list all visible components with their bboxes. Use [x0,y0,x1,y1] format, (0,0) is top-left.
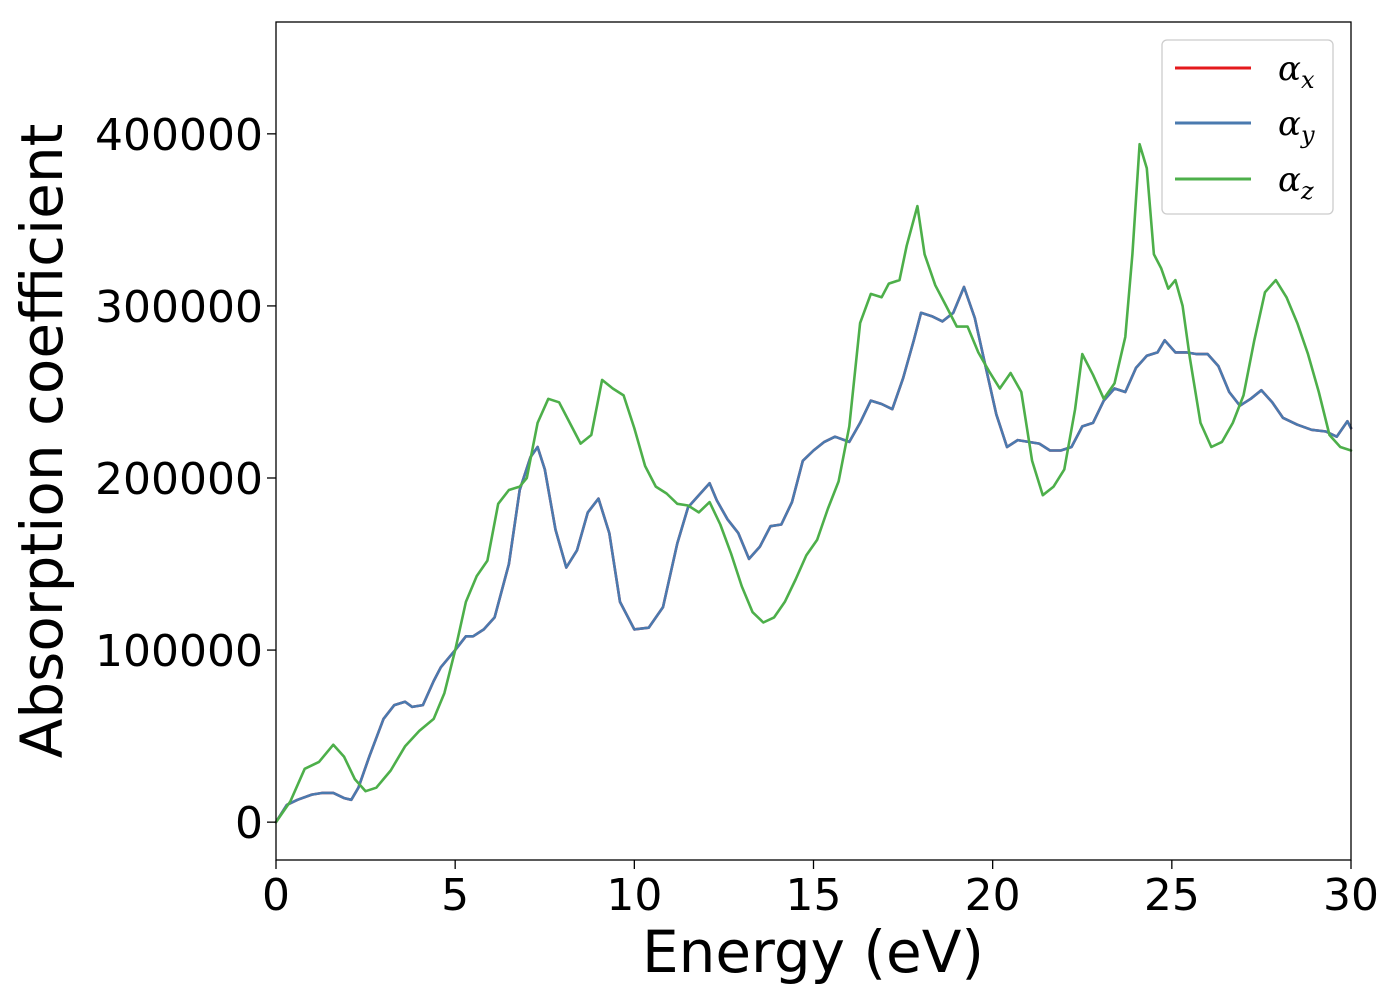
x-tick-label: 20 [965,870,1021,921]
series-line-alpha-y [274,285,1353,824]
x-axis-ticks: 0 5 10 15 20 25 30 [262,860,1379,921]
y-tick-label: 200000 [95,454,263,505]
x-tick-label: 30 [1323,870,1379,921]
x-tick-label: 0 [262,870,290,921]
x-tick-label: 10 [606,870,662,921]
legend-label-alpha-z: αz [1278,160,1314,205]
x-tick-label: 25 [1144,870,1200,921]
legend-label-alpha-y: αy [1278,104,1315,149]
x-tick-label: 5 [441,870,469,921]
legend-box [1161,39,1334,215]
x-tick-label: 15 [786,870,842,921]
plot-series [274,142,1353,824]
legend-label-alpha-x: αx [1278,49,1315,94]
x-axis-title: Energy (eV) [642,918,984,986]
y-axis-ticks: 0 100000 200000 300000 400000 [95,110,276,849]
legend: αx αy αz [1161,39,1334,215]
y-axis-title: Absorption coefficient [8,124,76,759]
y-tick-label: 100000 [95,626,263,677]
y-tick-label: 0 [235,798,263,849]
y-tick-label: 400000 [95,110,263,161]
y-tick-label: 300000 [95,282,263,333]
series-line-alpha-z [274,142,1353,824]
